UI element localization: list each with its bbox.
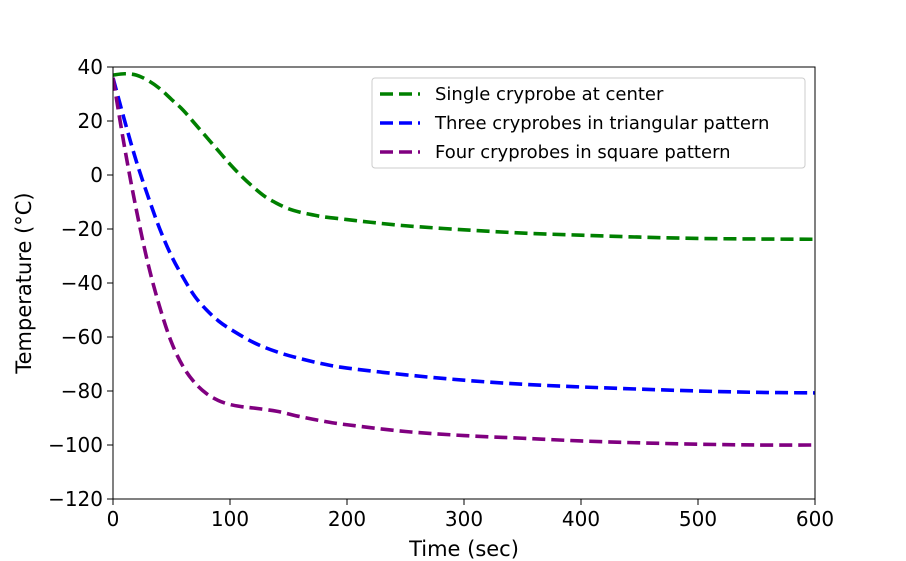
y-tick-label: −40 xyxy=(61,271,103,295)
x-tick-label: 600 xyxy=(796,507,834,531)
x-tick-label: 200 xyxy=(328,507,366,531)
y-tick-label: 40 xyxy=(78,55,103,79)
y-tick-label: −120 xyxy=(48,487,103,511)
legend-box xyxy=(371,77,806,169)
y-tick-label: −100 xyxy=(48,433,103,457)
series-line-three-cryoprobes xyxy=(113,77,815,395)
legend-entry-four-cryoprobes: Four cryprobes in square pattern xyxy=(380,142,731,163)
legend-label: Four cryprobes in square pattern xyxy=(435,142,731,163)
y-tick-label: 20 xyxy=(78,109,103,133)
x-axis-title: Time (sec) xyxy=(408,537,519,561)
y-tick-label: −80 xyxy=(61,379,103,403)
y-axis: 40 20 0 −20 −40 −60 −80 −100 −120 xyxy=(48,55,113,511)
x-tick-label: 100 xyxy=(211,507,249,531)
legend-label: Single cryprobe at center xyxy=(435,84,664,105)
y-tick-label: 0 xyxy=(90,163,103,187)
x-axis: 0 100 200 300 400 500 600 xyxy=(107,499,834,531)
x-tick-label: 400 xyxy=(562,507,600,531)
x-tick-label: 500 xyxy=(679,507,717,531)
series-line-four-cryoprobes xyxy=(113,77,815,447)
legend-label: Three cryprobes in triangular pattern xyxy=(434,113,769,134)
x-tick-label: 0 xyxy=(107,507,120,531)
legend: Single cryprobe at center Three cryprobes… xyxy=(371,77,806,169)
series-line-single-cryoprobe xyxy=(113,71,815,242)
y-tick-label: −20 xyxy=(61,217,103,241)
series-layer xyxy=(113,71,815,447)
legend-entry-three-cryoprobes: Three cryprobes in triangular pattern xyxy=(380,113,769,134)
y-axis-title: Temperature (°C) xyxy=(12,192,36,374)
x-tick-label: 300 xyxy=(445,507,483,531)
legend-entry-single-cryoprobe: Single cryprobe at center xyxy=(380,84,664,105)
y-tick-label: −60 xyxy=(61,325,103,349)
